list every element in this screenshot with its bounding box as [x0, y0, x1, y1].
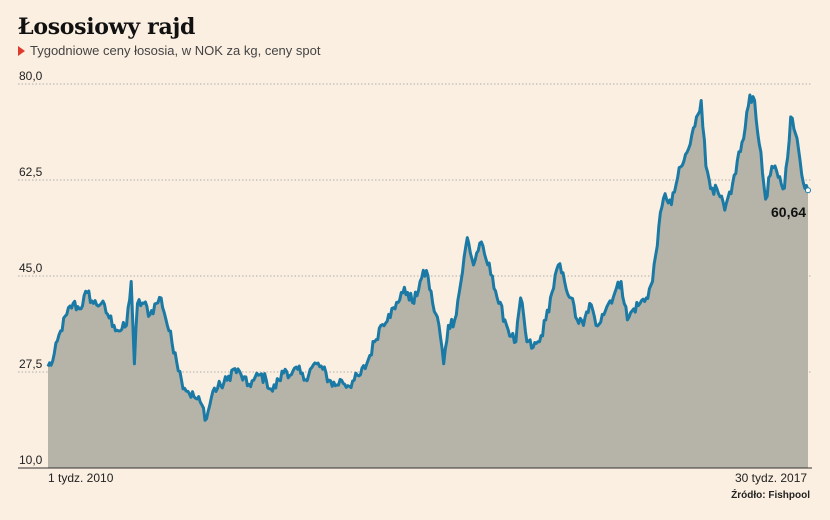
- red-triangle-icon: [18, 45, 25, 56]
- end-value-label: 60,64: [771, 204, 806, 220]
- end-point: [805, 187, 811, 194]
- y-tick-label: 45,0: [19, 261, 43, 275]
- y-tick-label: 80,0: [19, 69, 43, 83]
- y-axis-ticks: 80,0 62,5 45,0 27,5 10,0: [19, 69, 43, 467]
- chart-title: Łososiowy rajd: [18, 14, 196, 40]
- y-tick-label: 10,0: [19, 453, 43, 467]
- chart-subtitle: Tygodniowe ceny łososia, w NOK za kg, ce…: [18, 43, 320, 58]
- source-note: Źródło: Fishpool: [731, 490, 810, 501]
- price-line: [46, 93, 810, 422]
- x-end-label: 30 tydz. 2017: [735, 471, 808, 485]
- y-tick-label: 27,5: [19, 357, 43, 371]
- y-tick-label: 62,5: [19, 165, 43, 179]
- chart-subtitle-text: Tygodniowe ceny łososia, w NOK za kg, ce…: [30, 43, 321, 58]
- x-start-label: 1 tydz. 2010: [48, 471, 114, 485]
